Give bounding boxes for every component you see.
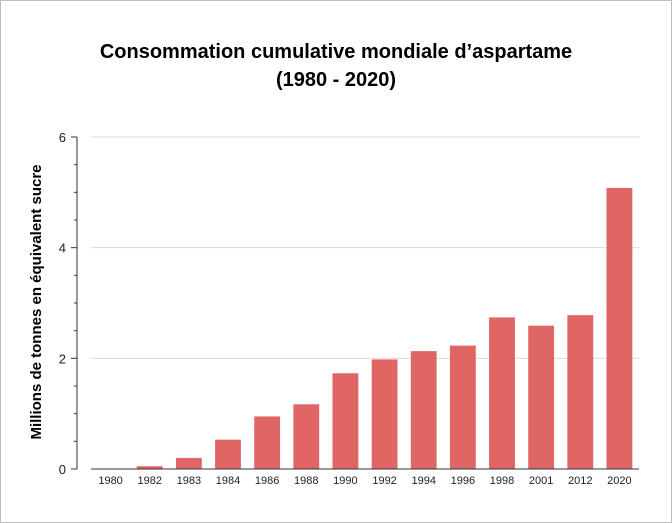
y-axis-label: Millions de tonnes en équivalent sucre	[28, 164, 45, 439]
bar-1998[interactable]	[489, 317, 515, 469]
x-tick-label: 1992	[372, 475, 396, 487]
x-tick-label: 2020	[607, 475, 631, 487]
bar-1990[interactable]	[332, 373, 359, 469]
y-tick-label: 0	[59, 462, 66, 477]
x-tick-label: 1988	[294, 475, 318, 487]
bars	[136, 187, 633, 469]
y-tick-label: 2	[59, 351, 66, 366]
y-tick-label: 4	[59, 241, 66, 256]
bar-2020[interactable]	[606, 187, 633, 469]
bar-2012[interactable]	[567, 315, 594, 469]
x-axis: 1980 1982 1983 1984 1986 1988 1990 1992 1994 1996…	[91, 468, 639, 487]
x-tick-label: 1994	[411, 475, 435, 487]
x-tick-label: 1986	[255, 475, 279, 487]
y-tick-label: 6	[59, 130, 66, 145]
x-tick-label: 2012	[568, 475, 592, 487]
x-tick-label: 1984	[216, 475, 240, 487]
grid-lines	[91, 136, 639, 359]
bar-1988[interactable]	[293, 404, 320, 469]
bar-2001[interactable]	[528, 325, 555, 469]
bar-1992[interactable]	[371, 359, 398, 469]
x-tick-label: 1980	[98, 475, 122, 487]
bar-1983[interactable]	[175, 457, 202, 469]
x-tick-label: 1982	[137, 475, 161, 487]
x-tick-label: 1983	[177, 475, 201, 487]
y-axis: 0 2 4 6	[59, 130, 78, 477]
chart-title-block: Consommation cumulative mondiale d’aspar…	[0, 38, 672, 94]
x-tick-label: 1998	[490, 475, 514, 487]
bar-1986[interactable]	[254, 416, 281, 469]
chart-subtitle: (1980 - 2020)	[275, 69, 397, 91]
bar-1994[interactable]	[410, 351, 437, 469]
bar-1996[interactable]	[449, 345, 476, 469]
bar-1982[interactable]	[136, 466, 163, 469]
x-tick-label: 1990	[333, 475, 357, 487]
chart-title: Consommation cumulative mondiale d’aspar…	[99, 41, 573, 63]
x-tick-label: 1996	[451, 475, 475, 487]
x-tick-label: 2001	[529, 475, 553, 487]
bar-1984[interactable]	[215, 439, 241, 469]
